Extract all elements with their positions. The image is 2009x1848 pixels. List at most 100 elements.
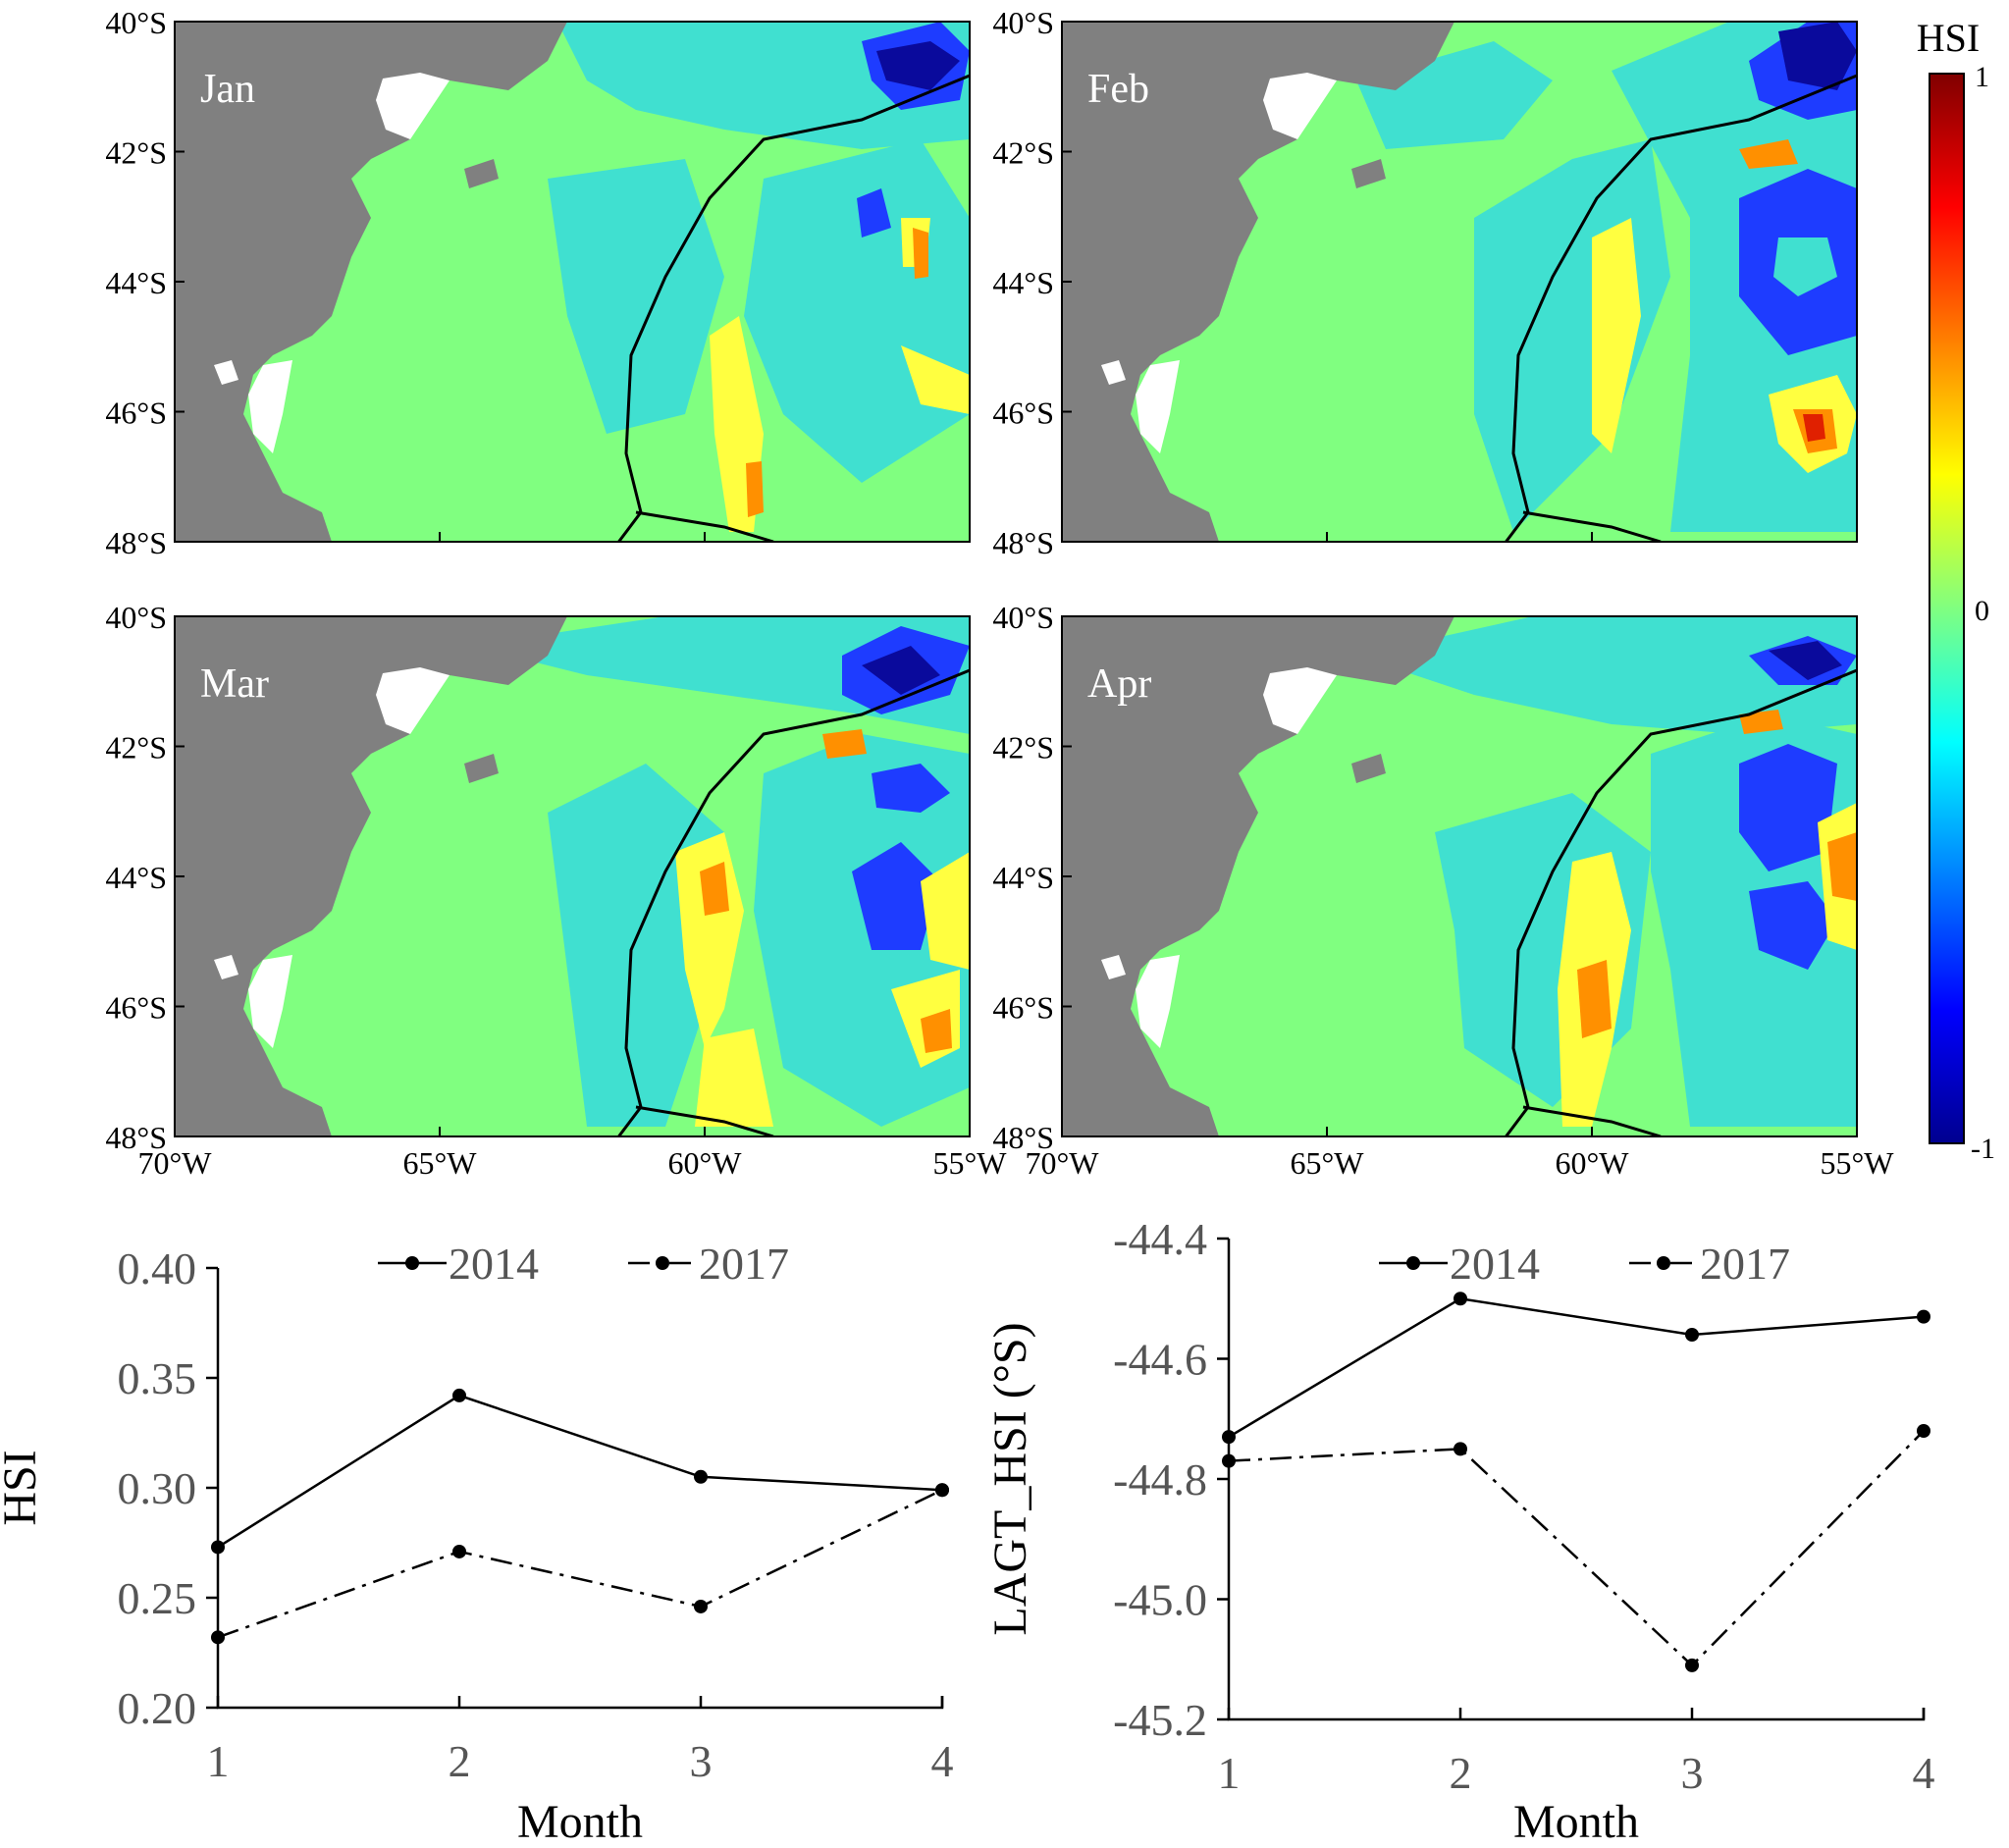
lon-tick-label: 70°W	[1026, 1145, 1100, 1181]
series-line-2017	[1228, 1430, 1925, 1667]
peninsula-bay	[1263, 73, 1337, 139]
lon-tick-label: 65°W	[1291, 1145, 1365, 1181]
y-tick-label: -45.2	[1113, 1695, 1207, 1745]
map-panel-feb	[1062, 22, 1858, 542]
x-tick-label: 2	[449, 1736, 471, 1786]
x-tick-label: 3	[1681, 1748, 1704, 1798]
lat-tick-label: 42°S	[992, 135, 1054, 171]
map-panel-mar	[175, 616, 971, 1136]
hsi-map-panels: Jan 40°S 42°S 44°S 46°S 48°S Feb 40°S 42°S 44°S 46…	[105, 5, 1894, 1181]
lat-tick-label: 44°S	[105, 860, 167, 895]
hsi-contour-very-low	[852, 842, 940, 950]
y-tick-label: 0.20	[118, 1683, 197, 1733]
y-tick-label: 0.30	[118, 1463, 197, 1513]
lat-tick-label: 44°S	[992, 265, 1054, 300]
colorbar: HSI 1 0 -1	[1917, 16, 1995, 1165]
data-point-2017	[211, 1630, 225, 1645]
data-point-2017	[1685, 1658, 1699, 1672]
islet	[1101, 955, 1126, 979]
lon-tick-label: 70°W	[138, 1145, 213, 1181]
line-chart-1: 0.20 0.25 0.30 0.35 0.40 1 2 3 4 Month HSI 2014 2017	[0, 1239, 954, 1848]
lat-tick-label: 48°S	[105, 1120, 167, 1155]
month-label-feb: Feb	[1087, 67, 1149, 112]
hsi-contour-deep	[862, 646, 940, 695]
x-axis-label: Month	[1513, 1796, 1639, 1848]
map-panel-apr	[1062, 616, 1858, 1136]
legend-label-2017: 2017	[1700, 1239, 1790, 1289]
legend-marker-2014	[1406, 1256, 1420, 1270]
lat-tick-label: 44°S	[992, 860, 1054, 895]
boundary-line-south	[1522, 1105, 1662, 1136]
x-tick-label: 1	[207, 1736, 230, 1786]
legend-marker-2017	[1657, 1256, 1670, 1270]
boundary-line	[1504, 668, 1858, 1136]
data-point-2017	[1222, 1453, 1236, 1468]
hsi-contour-very-high	[1803, 414, 1825, 442]
lon-tick-label: 65°W	[403, 1145, 478, 1181]
x-tick-label: 4	[931, 1736, 954, 1786]
lat-tick-label: 40°S	[992, 600, 1054, 635]
data-point-2017	[694, 1599, 708, 1613]
data-point-2014	[1454, 1292, 1467, 1306]
lat-tick-label: 42°S	[105, 135, 167, 171]
hsi-contour-high	[746, 461, 764, 517]
legend-label-2014: 2014	[1450, 1239, 1540, 1289]
peninsula-bay	[376, 667, 449, 734]
month-label-mar: Mar	[200, 661, 269, 707]
lat-tick-label: 48°S	[105, 525, 167, 560]
hsi-contour-mid-high	[901, 345, 970, 414]
peninsula-bay	[1263, 667, 1337, 734]
hsi-contour-mid-high	[695, 1029, 773, 1127]
x-tick-label: 3	[690, 1736, 713, 1786]
hsi-contour-very-low	[1749, 881, 1837, 970]
legend-label-2017: 2017	[699, 1239, 789, 1289]
lon-tick-label: 55°W	[1821, 1145, 1895, 1181]
month-label-apr: Apr	[1087, 661, 1151, 707]
island	[1351, 159, 1386, 188]
hsi-contour-deep	[1778, 22, 1857, 90]
data-point-2014	[1222, 1430, 1236, 1445]
colorbar-max-label: 1	[1975, 61, 1989, 93]
line-charts: 0.20 0.25 0.30 0.35 0.40 1 2 3 4 Month HSI 2014 2017…	[0, 1214, 1935, 1848]
y-tick-label: 0.40	[118, 1243, 197, 1294]
y-tick-label: 0.35	[118, 1353, 197, 1403]
island	[464, 754, 499, 783]
lat-tick-label: 48°S	[992, 525, 1054, 560]
hsi-contour-high	[921, 1009, 952, 1053]
hsi-contour-low	[469, 616, 970, 734]
lat-tick-label: 46°S	[105, 396, 167, 431]
series-line-2017	[217, 1489, 943, 1639]
lat-tick-label: 40°S	[992, 5, 1054, 40]
hsi-contour-low	[1356, 616, 1857, 734]
hsi-contour-deep	[1769, 641, 1842, 680]
island	[1351, 754, 1386, 783]
lat-tick-label: 46°S	[992, 990, 1054, 1026]
boundary-line-south	[635, 1105, 774, 1136]
hsi-contour-very-low	[1739, 744, 1837, 871]
y-tick-label: -45.0	[1113, 1575, 1207, 1625]
gulf-bay	[248, 955, 292, 1048]
axis-lines	[1227, 1239, 1926, 1721]
lat-tick-label: 48°S	[992, 1120, 1054, 1155]
islet	[214, 955, 238, 979]
land-mass	[1062, 616, 1454, 1136]
lat-tick-label: 46°S	[992, 396, 1054, 431]
hsi-contour-low	[1773, 238, 1837, 296]
lat-tick-label: 40°S	[105, 5, 167, 40]
hsi-contour-high	[1577, 960, 1612, 1038]
boundary-line	[616, 668, 971, 1136]
hsi-contour-high	[1827, 832, 1857, 901]
hsi-contour-deep	[876, 41, 960, 90]
data-point-2017	[935, 1483, 949, 1498]
map-panel-jan	[175, 22, 971, 542]
y-tick-label: -44.4	[1113, 1214, 1207, 1264]
land-mass	[1062, 22, 1454, 542]
hsi-contour-mid-high	[921, 852, 970, 970]
gulf-bay	[248, 360, 292, 453]
lat-tick-label: 40°S	[105, 600, 167, 635]
y-axis-label: LAGT_HSI (°S)	[984, 1322, 1036, 1635]
axis-lines	[216, 1268, 944, 1710]
legend-marker-2014	[405, 1256, 419, 1270]
hsi-contour-very-low	[872, 764, 950, 813]
data-point-2014	[211, 1540, 225, 1555]
